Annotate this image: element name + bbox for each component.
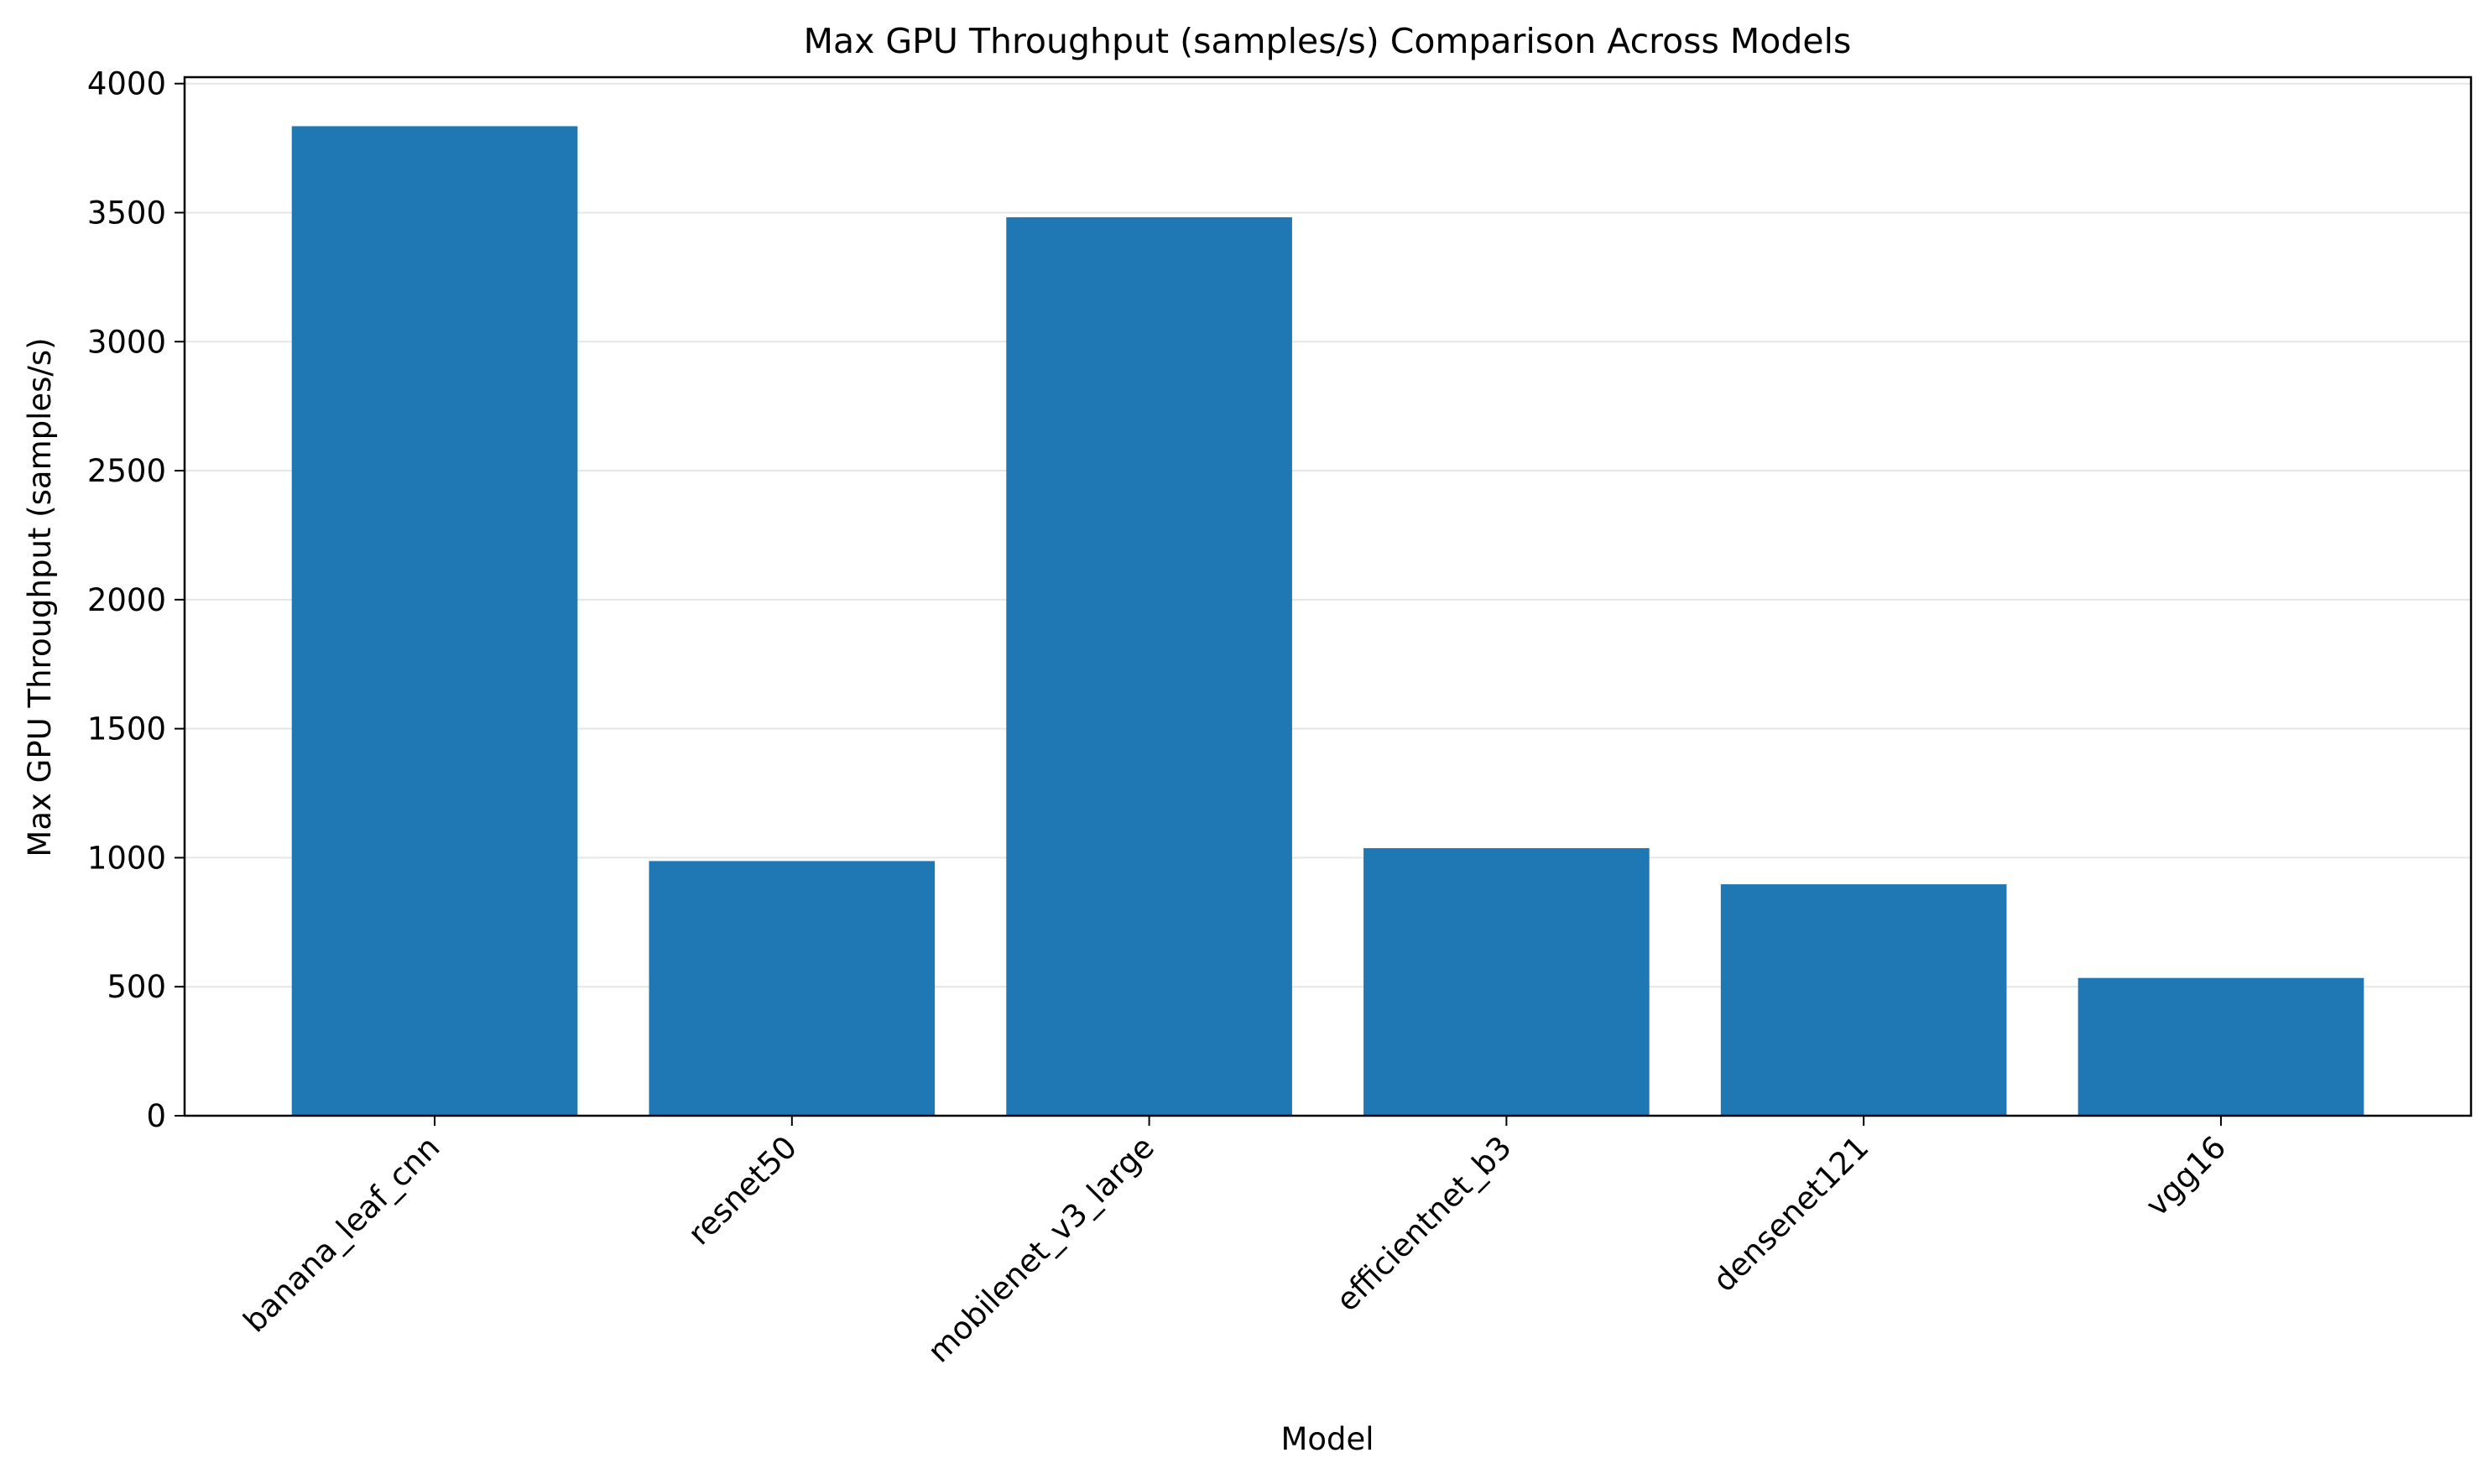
x-tick-label: vgg16 bbox=[2139, 1129, 2233, 1223]
bars bbox=[291, 126, 2364, 1117]
x-tick-label: resnet50 bbox=[681, 1129, 805, 1252]
y-axis-ticks: 0 500 1000 1500 2000 2500 3000 3500 4000 bbox=[87, 66, 185, 1134]
y-tick-label: 2000 bbox=[87, 582, 166, 618]
bar-mobilenet_v3_large bbox=[1006, 217, 1292, 1116]
x-tick-label: banana_leaf_cnn bbox=[237, 1129, 447, 1340]
y-tick-label: 2500 bbox=[87, 453, 166, 489]
y-tick-label: 3500 bbox=[87, 195, 166, 231]
bar-resnet50 bbox=[649, 861, 936, 1116]
bar-banana_leaf_cnn bbox=[291, 126, 578, 1117]
x-tick-label: efficientnet_b3 bbox=[1329, 1129, 1519, 1319]
x-tick-label: densenet121 bbox=[1706, 1129, 1875, 1299]
x-tick-label: mobilenet_v3_large bbox=[920, 1129, 1161, 1370]
y-tick-label: 4000 bbox=[87, 66, 166, 102]
y-tick-label: 1000 bbox=[87, 840, 166, 876]
y-tick-label: 0 bbox=[146, 1098, 166, 1134]
y-axis-label: Max GPU Throughput (samples/s) bbox=[22, 337, 58, 857]
axes bbox=[183, 76, 2473, 1117]
bar-efficientnet_b3 bbox=[1363, 848, 1650, 1116]
x-axis-label: Model bbox=[1280, 1421, 1374, 1457]
chart-title: Max GPU Throughput (samples/s) Compariso… bbox=[804, 21, 1852, 61]
y-tick-label: 3000 bbox=[87, 324, 166, 360]
x-axis-ticks: banana_leaf_cnn resnet50 mobilenet_v3_larg… bbox=[237, 1116, 2233, 1370]
y-tick-label: 500 bbox=[107, 969, 166, 1005]
y-tick-label: 1500 bbox=[87, 711, 166, 747]
plot-frame bbox=[183, 76, 2473, 1117]
bar-densenet121 bbox=[1720, 884, 2007, 1116]
bar-vgg16 bbox=[2078, 977, 2364, 1116]
